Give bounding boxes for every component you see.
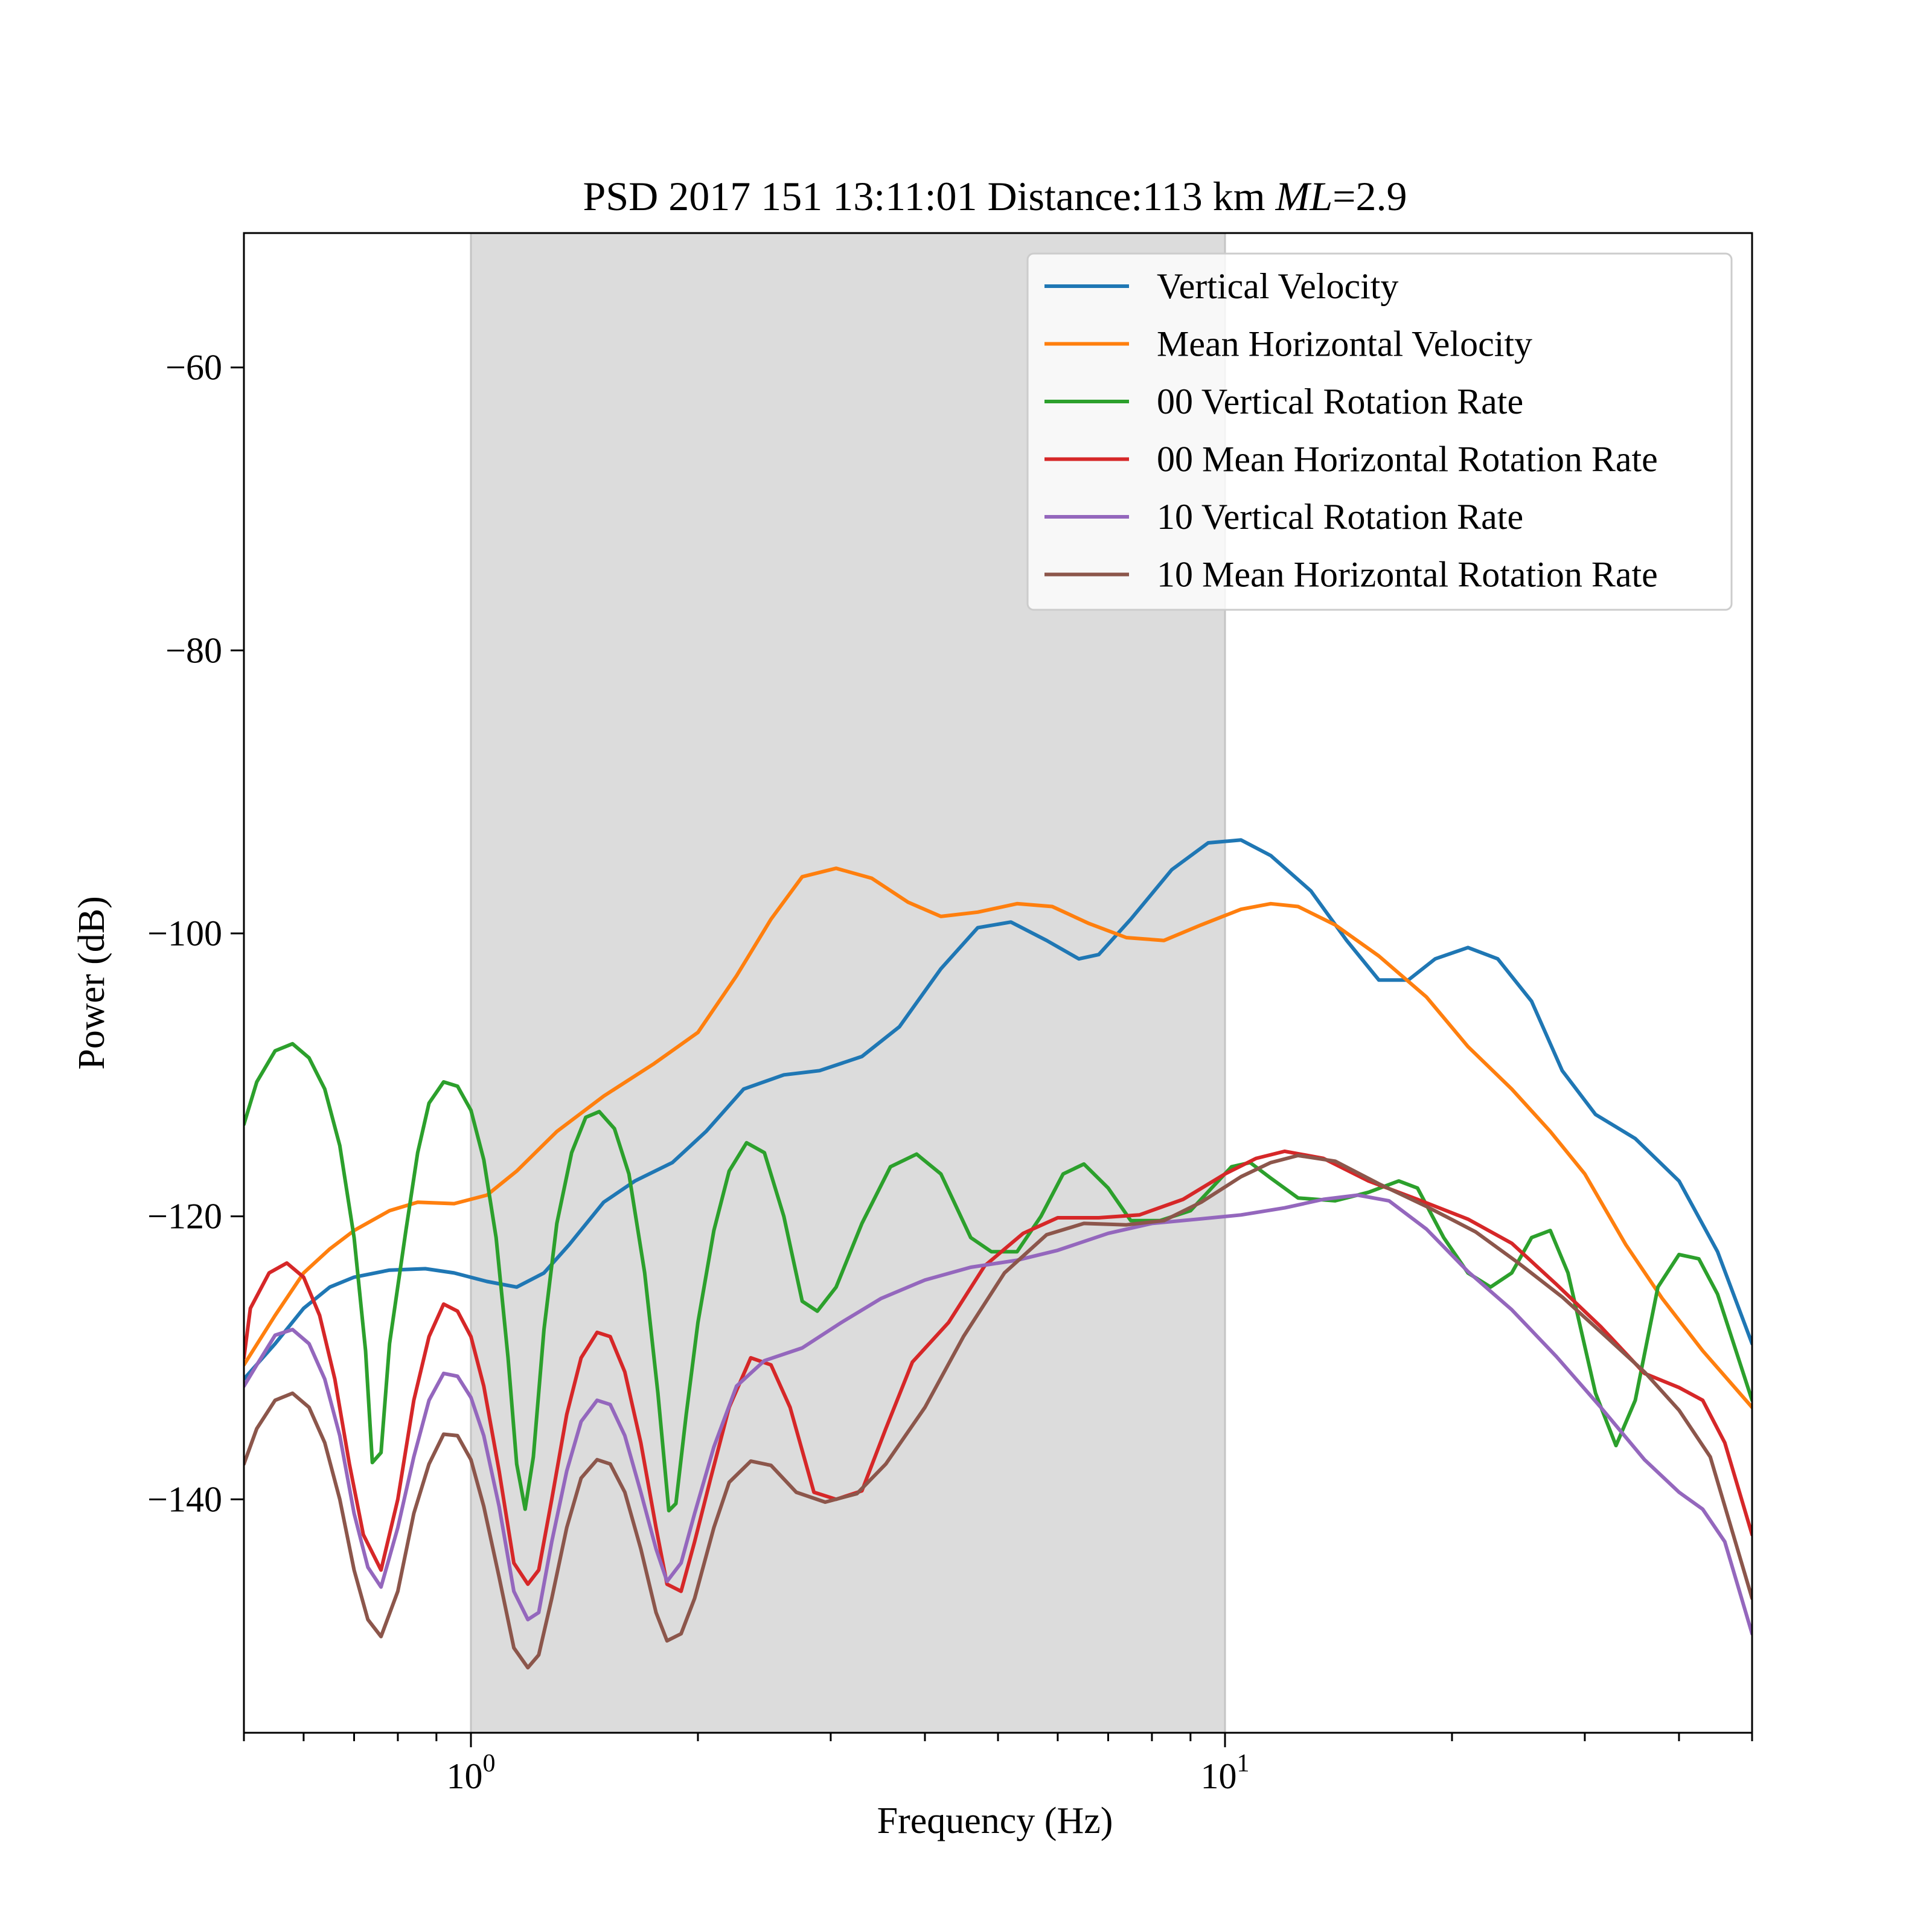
series-line-3 bbox=[244, 1041, 1752, 1513]
legend-label: 00 Vertical Rotation Rate bbox=[1157, 382, 1523, 421]
y-tick-label: −120 bbox=[147, 1197, 222, 1236]
x-axis: 100 101 bbox=[243, 1733, 1753, 1796]
series-line-5 bbox=[244, 1193, 1752, 1636]
legend-box bbox=[1026, 252, 1733, 611]
x-tick-label: 100 bbox=[446, 1750, 495, 1796]
legend-label: Mean Horizontal Velocity bbox=[1157, 324, 1532, 364]
series-line-6 bbox=[244, 1153, 1752, 1670]
chart-title: PSD 2017 151 13:11:01 Distance:113 km ML… bbox=[583, 173, 1407, 219]
legend: Vertical Velocity Mean Horizontal Velocit… bbox=[1026, 252, 1733, 611]
y-tick-label: −100 bbox=[147, 913, 222, 953]
series-line-1 bbox=[244, 838, 1752, 1381]
x-tick-label: 101 bbox=[1200, 1750, 1249, 1796]
x-axis-label: Frequency (Hz) bbox=[877, 1800, 1113, 1841]
y-tick-label: −140 bbox=[147, 1479, 222, 1519]
y-tick-label: −80 bbox=[165, 630, 222, 670]
series-line-4 bbox=[244, 1149, 1752, 1593]
y-tick-label: −60 bbox=[165, 348, 222, 388]
legend-label: 00 Mean Horizontal Rotation Rate bbox=[1157, 440, 1658, 479]
legend-items: Vertical Velocity Mean Horizontal Velocit… bbox=[1044, 266, 1658, 595]
y-axis-label: Power (dB) bbox=[71, 896, 112, 1070]
series-line-2 bbox=[244, 866, 1752, 1409]
legend-label: 10 Mean Horizontal Rotation Rate bbox=[1157, 555, 1658, 595]
legend-label: Vertical Velocity bbox=[1157, 266, 1398, 306]
y-axis: −60 −80 −100 −120 −140 bbox=[147, 348, 244, 1519]
series-layer bbox=[244, 838, 1752, 1670]
legend-label: 10 Vertical Rotation Rate bbox=[1157, 497, 1523, 537]
